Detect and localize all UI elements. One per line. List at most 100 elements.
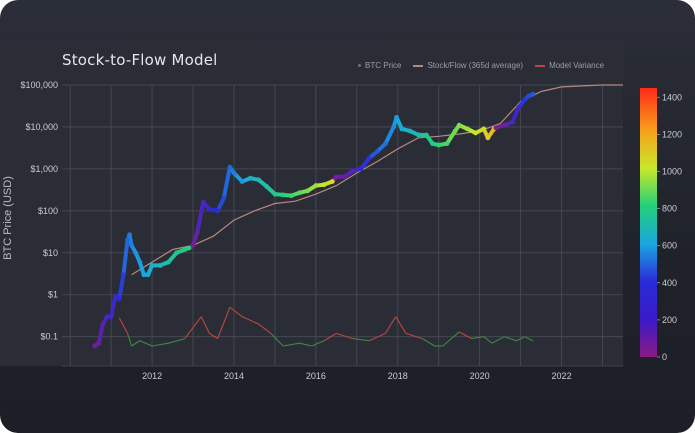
y-tick-label: $10,000 [25,122,58,132]
btc-price-point [100,321,106,327]
btc-price-point [194,230,200,236]
legend-label: BTC Price [365,61,402,70]
x-tick-label: 2016 [306,371,326,381]
btc-price-point [112,294,118,300]
x-tick-labels: 2012 2014 2016 2018 2020 2022 [142,371,572,381]
btc-price-point [174,250,180,256]
colorbar-tick-label: 1200 [662,129,682,139]
btc-price-point [231,170,237,176]
btc-price-point [186,245,192,251]
legend[interactable]: BTC Price Stock/Flow (365d average) Mode… [358,61,604,70]
btc-price-point [121,272,126,278]
variance-segment [200,316,210,334]
y-tick-label: $100,000 [20,80,58,90]
btc-price-point [297,190,302,196]
btc-price-segment [109,294,118,319]
colorbar-tick-label: 1400 [662,92,682,102]
btc-price-point [288,193,294,199]
y-tick-label: $0.1 [40,332,58,342]
btc-price-point [239,179,245,184]
variance-segment [323,332,337,342]
btc-price-point [452,128,458,134]
colorbar-tick-label: 0 [662,352,667,362]
btc-price-point [366,155,372,161]
variance-segment [283,342,300,347]
btc-price-point [415,132,421,138]
btc-price-segment [383,124,396,146]
btc-price-point [145,272,151,278]
btc-price-point [383,141,388,147]
btc-price-segment [444,129,458,146]
variance-segment [352,338,370,342]
colorbar-tick-label: 800 [662,204,677,214]
btc-price-point [305,188,311,194]
variance-segment [336,332,353,340]
btc-price-point [280,192,286,198]
btc-price-point [166,259,171,265]
variance-segment [311,340,325,347]
variance-segment [241,316,259,325]
legend-line-icon [413,64,424,67]
btc-price-point [127,232,132,238]
legend-label: Stock/Flow (365d average) [427,61,524,70]
variance-segment [395,316,407,334]
btc-price-segment [121,238,130,277]
y-tick-label: $1 [48,290,58,300]
btc-price-point [493,125,499,131]
btc-price-point [221,195,227,201]
model-variance-line [118,306,534,347]
btc-price-point [96,340,102,346]
y-tick-label: $1,000 [30,164,58,174]
btc-price-point [272,191,278,197]
colorbar-tick-label: 1000 [662,166,682,176]
variance-segment [184,316,202,339]
variance-segment [405,332,423,340]
btc-price-point [207,206,212,212]
btc-price-point [464,126,470,132]
variance-segment [504,336,517,342]
variance-segment [209,332,218,340]
btc-price-point [133,250,139,256]
btc-price-point [342,174,347,180]
btc-price-point [149,263,155,268]
variance-segment [442,331,460,347]
btc-price-point [522,97,528,102]
btc-price-point [407,128,413,134]
chart-area [0,38,623,366]
variance-segment [258,323,272,334]
legend-item-btc-price[interactable]: BTC Price [358,61,401,70]
legend-item-model-variance[interactable]: Model Variance [535,61,604,70]
btc-price-segment [510,105,521,125]
y-tick-labels: $0.1 $1 $10 $100 $1,000 $10,000 $100,000 [20,80,58,342]
btc-price-point [92,343,98,349]
variance-segment [483,336,493,344]
x-tick-label: 2014 [224,371,244,381]
btc-price-point [333,174,339,180]
legend-item-stock-flow[interactable]: Stock/Flow (365d average) [413,61,523,70]
btc-price-segment [96,322,105,346]
btc-price-point [391,124,397,130]
btc-price-point [530,91,536,97]
btc-price-point [456,122,462,128]
btc-price-point [200,199,206,205]
stock-flow-series [131,84,623,276]
variance-segment [131,340,141,347]
btc-price-point [264,184,270,189]
legend-line-icon [535,64,546,67]
variance-segment [491,336,505,344]
btc-price-segment [117,272,126,301]
btc-price-point [329,179,335,184]
btc-price-point [374,149,380,154]
btc-price-point [350,168,356,174]
btc-price-point [444,141,450,147]
variance-segment [299,342,312,347]
btc-price-point [108,314,114,320]
chart-title: Stock-to-Flow Model [62,51,218,69]
variance-segment [229,306,243,318]
variance-segment [168,338,185,344]
variance-segment [516,336,525,342]
btc-price-point [473,130,478,136]
btc-price-point [526,93,532,99]
colorbar-tick-label: 400 [662,278,677,288]
